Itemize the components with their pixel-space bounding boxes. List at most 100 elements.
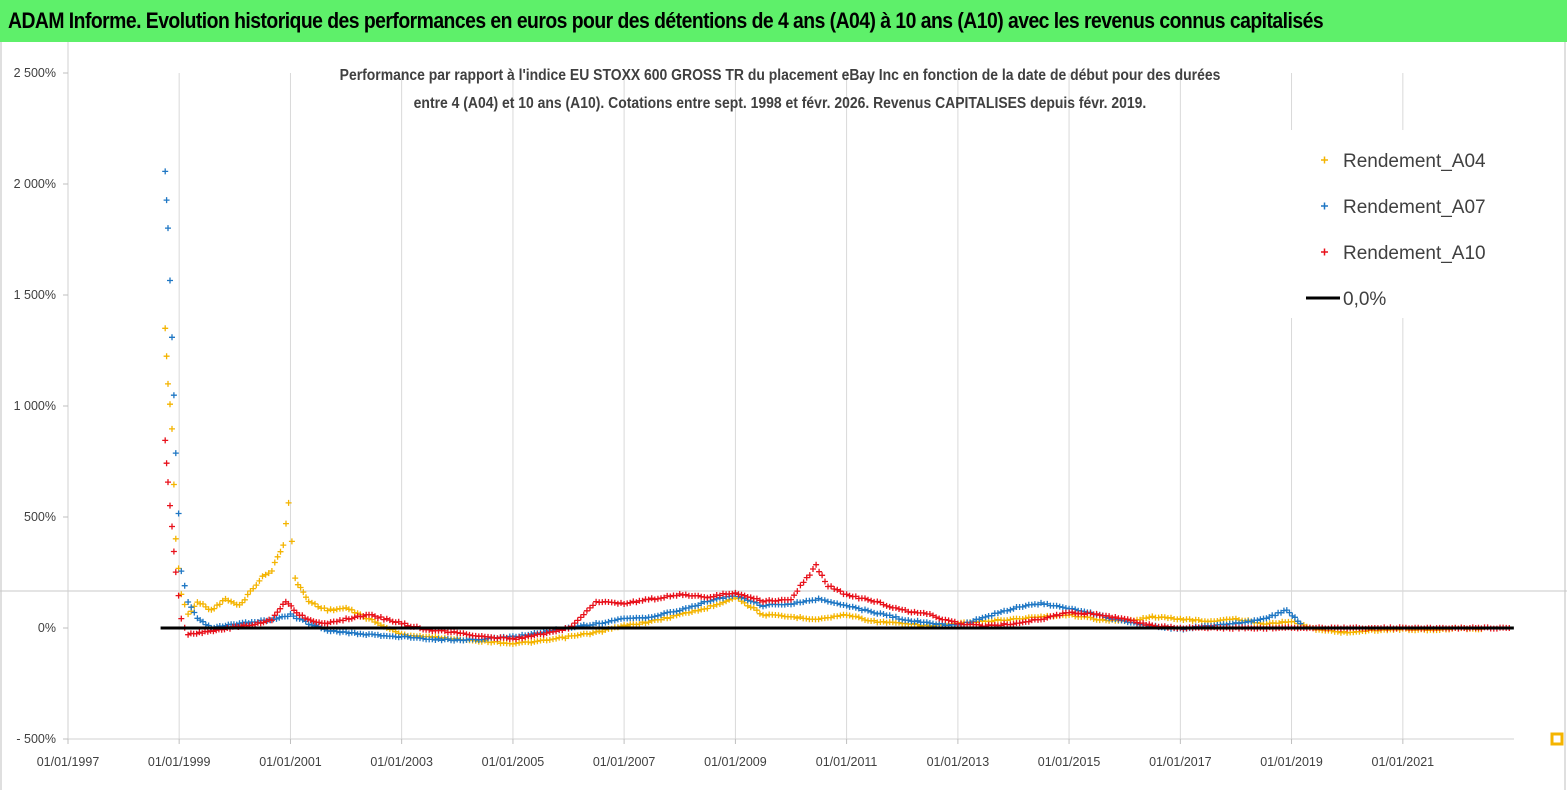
data-point	[208, 606, 215, 613]
data-point	[1007, 606, 1014, 613]
data-point	[926, 611, 933, 617]
data-point	[846, 612, 853, 619]
data-point	[528, 639, 535, 646]
data-point	[599, 628, 606, 635]
data-point	[170, 392, 177, 399]
data-point	[1168, 614, 1174, 621]
data-point	[976, 616, 983, 623]
data-point	[618, 599, 624, 606]
data-point	[871, 617, 878, 624]
data-point	[791, 592, 798, 599]
data-point	[689, 609, 695, 615]
data-point	[862, 606, 868, 613]
data-point	[509, 635, 516, 642]
data-point	[855, 605, 862, 612]
data-point	[300, 589, 307, 596]
data-point	[259, 573, 266, 580]
data-point	[288, 602, 295, 609]
legend-label: 0,0%	[1343, 289, 1386, 310]
data-point	[348, 615, 355, 622]
data-point	[360, 613, 367, 620]
legend: Rendement_A04 Rendement_A07 Rendement_A10 0…	[1287, 130, 1515, 318]
data-point	[1177, 615, 1184, 622]
data-point	[185, 611, 192, 618]
data-point	[1019, 603, 1026, 610]
data-point	[880, 618, 887, 625]
data-point	[466, 631, 473, 638]
data-point	[540, 631, 547, 638]
data-point	[1041, 616, 1048, 623]
data-point	[958, 620, 964, 627]
x-tick-label: 01/01/2003	[370, 755, 433, 769]
data-point	[815, 616, 822, 623]
data-point	[340, 617, 346, 624]
data-point	[172, 569, 179, 576]
data-point	[763, 597, 770, 604]
data-point	[330, 607, 337, 614]
x-tick-label: 01/01/1997	[37, 755, 100, 769]
data-point	[982, 614, 989, 620]
data-point	[268, 617, 275, 624]
data-point	[880, 601, 887, 608]
data-point	[348, 606, 355, 613]
data-point	[753, 607, 760, 614]
legend-label: Rendement_A04	[1343, 151, 1486, 172]
data-point	[1022, 602, 1029, 609]
data-point	[590, 629, 596, 636]
data-point	[627, 599, 634, 606]
data-point	[308, 599, 315, 606]
data-point	[1007, 616, 1014, 623]
data-point	[803, 574, 810, 581]
data-point	[305, 621, 312, 628]
data-point	[167, 277, 173, 284]
data-point	[191, 603, 198, 610]
data-point	[256, 577, 263, 584]
data-point	[590, 602, 596, 609]
data-point	[942, 616, 949, 623]
data-point	[1242, 619, 1249, 626]
data-point	[181, 582, 188, 589]
data-point	[667, 614, 674, 621]
data-point	[345, 630, 352, 637]
data-point	[463, 636, 470, 643]
data-point	[794, 615, 801, 622]
data-point	[178, 568, 185, 575]
data-point	[276, 614, 283, 621]
data-point	[178, 615, 185, 622]
data-point	[852, 604, 859, 611]
data-point	[1263, 615, 1270, 622]
data-point	[611, 599, 618, 606]
x-tick-label: 01/01/1999	[148, 755, 211, 769]
performance-chart: - 500% 0% 500% 1 000% 1 500% 2 000% 2 500% 01/…	[0, 42, 1567, 790]
legend-marker	[1321, 156, 1328, 164]
data-point	[420, 635, 427, 642]
data-point	[577, 614, 584, 621]
title-banner: ADAM Informe. Evolution historique des p…	[0, 0, 1567, 43]
data-point	[704, 605, 711, 612]
data-point	[1056, 612, 1063, 619]
data-point	[1053, 602, 1060, 609]
data-point	[886, 612, 893, 619]
data-point	[503, 634, 510, 641]
data-point	[185, 599, 192, 605]
data-point	[277, 548, 284, 555]
x-tick-label: 01/01/2013	[927, 755, 990, 769]
data-point	[862, 595, 868, 602]
data-point	[704, 594, 711, 601]
data-point	[333, 618, 340, 625]
data-point	[587, 631, 593, 638]
data-point	[1053, 611, 1060, 618]
data-point	[178, 591, 185, 598]
data-point	[667, 593, 674, 600]
x-tick-label: 01/01/2009	[704, 755, 767, 769]
y-tick-label: 1 000%	[14, 399, 56, 413]
data-point	[828, 614, 834, 621]
data-point	[902, 607, 909, 613]
data-point	[519, 635, 526, 642]
data-point	[268, 568, 275, 574]
data-point	[274, 553, 281, 560]
data-point	[911, 608, 918, 615]
data-point	[488, 634, 495, 641]
data-point	[1149, 613, 1156, 620]
data-point	[285, 499, 292, 506]
